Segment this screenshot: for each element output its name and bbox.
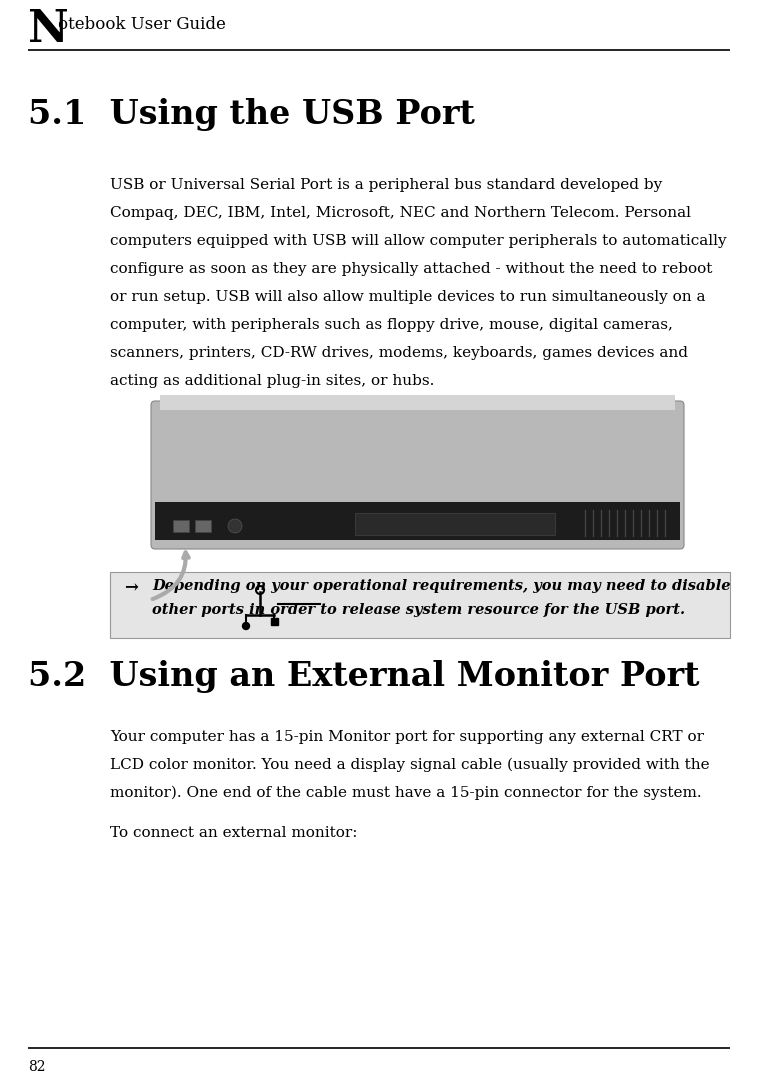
Text: scanners, printers, CD-RW drives, modems, keyboards, games devices and: scanners, printers, CD-RW drives, modems…	[110, 346, 688, 360]
Text: 5.1  Using the USB Port: 5.1 Using the USB Port	[28, 98, 475, 131]
Text: Your computer has a 15-pin Monitor port for supporting any external CRT or: Your computer has a 15-pin Monitor port …	[110, 730, 704, 745]
Text: otebook User Guide: otebook User Guide	[58, 16, 226, 33]
Text: 82: 82	[28, 1060, 46, 1074]
Text: →: →	[124, 579, 138, 596]
Text: computers equipped with USB will allow computer peripherals to automatically: computers equipped with USB will allow c…	[110, 234, 727, 248]
FancyBboxPatch shape	[151, 401, 684, 549]
Text: Depending on your operational requirements, you may need to disable: Depending on your operational requiremen…	[152, 579, 731, 593]
Text: or run setup. USB will also allow multiple devices to run simultaneously on a: or run setup. USB will also allow multip…	[110, 290, 705, 304]
Bar	[271, 618, 278, 625]
Bar	[173, 520, 189, 532]
Circle shape	[243, 623, 250, 629]
Text: N: N	[28, 8, 68, 51]
Bar	[155, 502, 680, 540]
Bar	[110, 572, 730, 638]
Circle shape	[228, 519, 242, 533]
Text: configure as soon as they are physically attached - without the need to reboot: configure as soon as they are physically…	[110, 262, 712, 276]
Text: LCD color monitor. You need a display signal cable (usually provided with the: LCD color monitor. You need a display si…	[110, 759, 709, 773]
Text: 5.2  Using an External Monitor Port: 5.2 Using an External Monitor Port	[28, 660, 699, 693]
Text: monitor). One end of the cable must have a 15-pin connector for the system.: monitor). One end of the cable must have…	[110, 786, 702, 801]
Bar	[355, 513, 555, 535]
Text: computer, with peripherals such as floppy drive, mouse, digital cameras,: computer, with peripherals such as flopp…	[110, 318, 673, 332]
Text: USB or Universal Serial Port is a peripheral bus standard developed by: USB or Universal Serial Port is a periph…	[110, 178, 662, 192]
Text: Compaq, DEC, IBM, Intel, Microsoft, NEC and Northern Telecom. Personal: Compaq, DEC, IBM, Intel, Microsoft, NEC …	[110, 206, 691, 220]
Bar	[195, 520, 211, 532]
Text: To connect an external monitor:: To connect an external monitor:	[110, 827, 358, 839]
Text: other ports in order to release system resource for the USB port.: other ports in order to release system r…	[152, 603, 685, 617]
Bar	[160, 395, 675, 410]
Text: acting as additional plug-in sites, or hubs.: acting as additional plug-in sites, or h…	[110, 374, 435, 388]
